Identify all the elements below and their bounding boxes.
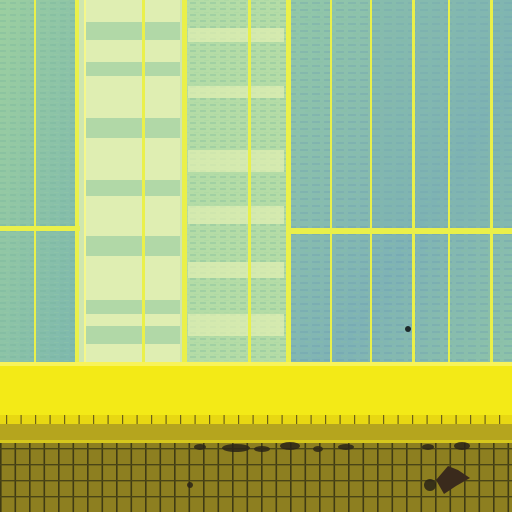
yellow-horizontal-line [0,226,80,231]
pale-column-band [188,150,284,172]
bus-tick [122,415,124,427]
yellow-vertical-line [286,0,291,364]
yellow-vertical-line [448,0,450,364]
yellow-vertical-line [248,0,251,364]
bus-tick [267,415,269,427]
bus-tick [339,415,341,427]
pale-column-band [188,262,284,278]
bus-tick [412,415,414,427]
bus-tick [383,415,385,427]
bus-tick [180,415,182,427]
bus-tick [20,415,22,427]
pale-column-band [84,236,180,256]
debris-particle [424,479,436,491]
bus-tick [6,415,8,427]
yellow-vertical-line [75,0,79,364]
olive-grid-strip [0,326,512,512]
bus-tick [441,415,443,427]
yellow-vertical-line [182,0,187,364]
pale-column-band [84,180,180,196]
debris-particle [454,442,470,450]
debris-particle [422,444,434,450]
pale-column-band [188,28,284,42]
pale-column-band [84,118,180,138]
bus-tick [368,415,370,427]
yellow-vertical-line [142,0,145,364]
yellow-metal-bus [0,362,512,427]
yellow-vertical-line [412,0,415,364]
debris-particle [405,326,411,332]
bus-tick [209,415,211,427]
debris-particle [280,442,300,450]
bus-tick [499,415,501,427]
left-cell-block [0,0,76,362]
bus-tick [281,415,283,427]
bus-tick [455,415,457,427]
yellow-metal-lines [0,0,512,364]
yellow-vertical-line [490,0,493,364]
debris-particle [436,466,470,494]
bus-tick [296,415,298,427]
bus-tick [194,415,196,427]
yellow-vertical-line [330,0,332,364]
bus-tick [165,415,167,427]
pale-column-band [84,62,180,76]
yellow-vertical-line [370,0,372,364]
bus-tick [136,415,138,427]
debris-particle [254,446,270,452]
bus-tick [238,415,240,427]
bus-tick [354,415,356,427]
central-pale-column [76,0,288,362]
debris-particle [194,444,206,450]
bus-tick [470,415,472,427]
bus-tick [107,415,109,427]
pale-column-band [188,86,284,98]
bus-tick [49,415,51,427]
bus-tick [151,415,153,427]
debris-particle [187,482,193,488]
yellow-vertical-line [34,0,36,364]
pale-column-band [84,22,180,40]
debris-particle [222,444,250,452]
bus-tick [93,415,95,427]
right-cell-block [290,0,512,362]
yellow-horizontal-line [290,228,512,234]
bus-tick [252,415,254,427]
bus-tick [325,415,327,427]
pale-column-band [188,314,284,336]
pale-column-band [84,326,180,344]
bus-tick [484,415,486,427]
bus-tick [310,415,312,427]
pale-column-band [188,206,284,224]
debris-particle [338,444,354,450]
bus-tick [78,415,80,427]
bus-tick [426,415,428,427]
yellow-vertical-line [84,0,86,362]
debris-particle [313,446,323,452]
bus-tick [64,415,66,427]
pale-column-band [84,300,180,314]
bus-tick [35,415,37,427]
bus-tick [397,415,399,427]
bus-tick [223,415,225,427]
